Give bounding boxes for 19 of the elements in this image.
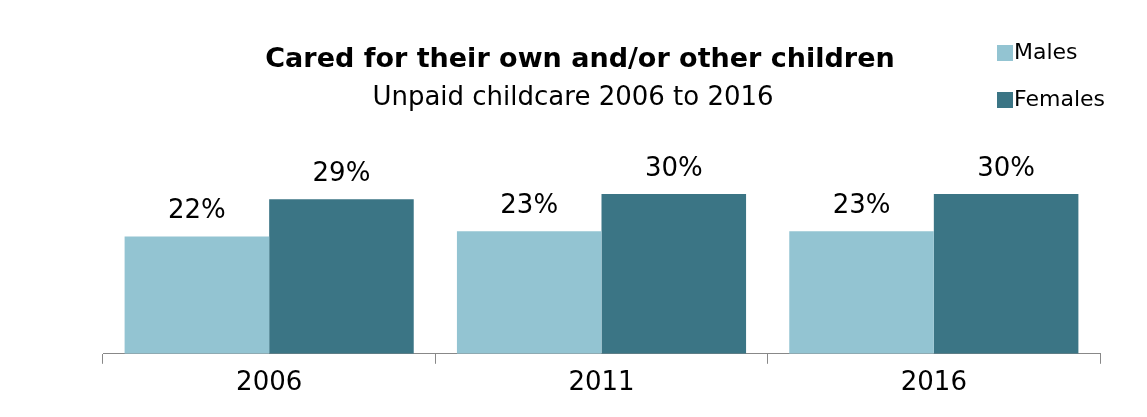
bar	[269, 199, 414, 354]
x-tick-label: 2016	[900, 366, 967, 397]
chart-subtitle: Unpaid childcare 2006 to 2016	[372, 80, 774, 111]
data-label: 30%	[977, 151, 1036, 182]
data-label: 22%	[167, 194, 226, 225]
data-label: 23%	[500, 189, 559, 220]
data-label: 23%	[832, 189, 891, 220]
bar	[124, 236, 270, 354]
x-tick-label: 2006	[236, 366, 303, 397]
bar	[789, 231, 934, 354]
bar	[456, 231, 602, 354]
data-label: 30%	[644, 151, 703, 182]
x-tick-label: 2011	[568, 366, 635, 397]
legend-label: Males	[1014, 38, 1078, 64]
legend-label: Females	[1014, 85, 1106, 111]
bar	[933, 194, 1079, 354]
bar	[601, 194, 747, 354]
chart-title: Cared for their own and/or other children	[265, 42, 895, 74]
data-label: 29%	[312, 157, 371, 188]
